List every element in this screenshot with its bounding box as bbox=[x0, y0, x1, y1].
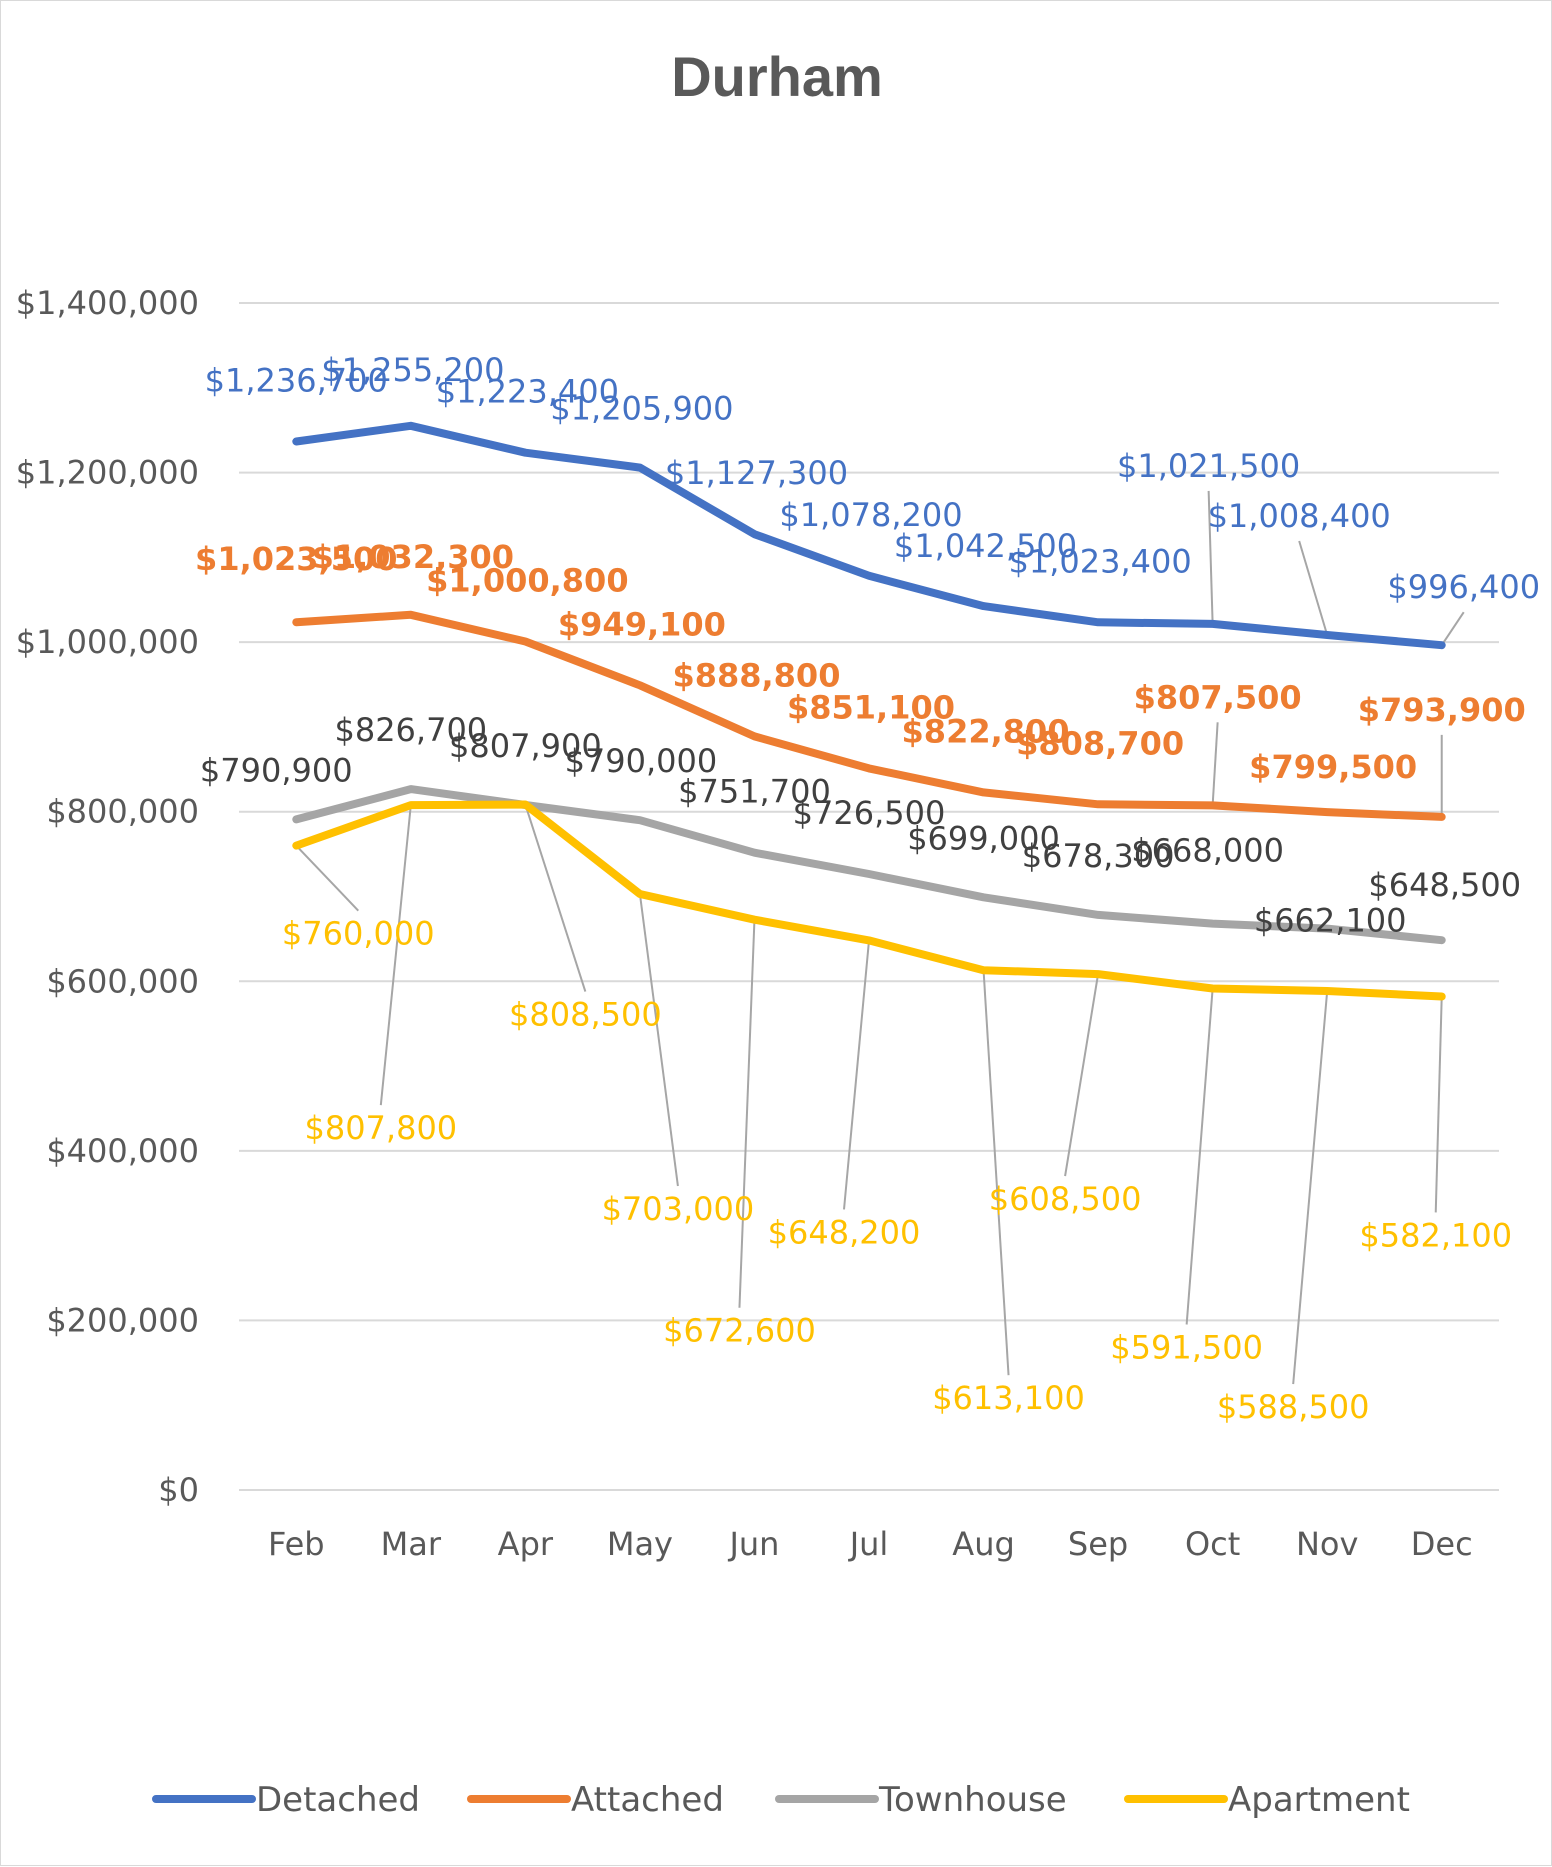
x-tick-label: Jun bbox=[727, 1525, 779, 1563]
legend-label: Detached bbox=[256, 1780, 420, 1820]
data-label: $1,008,400 bbox=[1208, 497, 1391, 535]
leader-lines bbox=[295, 490, 1465, 1385]
data-label: $1,021,500 bbox=[1117, 447, 1300, 485]
chart-title: Durham bbox=[671, 45, 883, 108]
data-label: $826,700 bbox=[334, 711, 487, 749]
data-label: $1,205,900 bbox=[550, 390, 733, 428]
leader-line bbox=[1064, 973, 1100, 1177]
x-axis: Feb Mar Apr May Jun Jul Aug Sep Oct Nov Dec bbox=[268, 1525, 1473, 1563]
data-label: $648,500 bbox=[1368, 866, 1521, 904]
leader-line bbox=[738, 919, 756, 1308]
data-label: $613,100 bbox=[932, 1379, 1085, 1417]
x-tick-label: Oct bbox=[1185, 1525, 1240, 1563]
leader-line bbox=[1298, 540, 1329, 636]
leader-line bbox=[1207, 490, 1214, 624]
legend: Detached Attached Townhouse Apartment bbox=[152, 1780, 1410, 1820]
leader-line bbox=[1434, 996, 1443, 1213]
data-label: $726,500 bbox=[793, 794, 946, 832]
data-label: $851,100 bbox=[787, 688, 955, 726]
x-tick-label: Feb bbox=[268, 1525, 325, 1563]
data-label: $790,900 bbox=[200, 751, 353, 789]
data-label: $760,000 bbox=[282, 915, 435, 953]
data-label: $1,023,500 bbox=[195, 540, 397, 578]
data-label: $808,500 bbox=[509, 996, 662, 1034]
series-line-detached bbox=[292, 421, 1446, 650]
data-label: $793,900 bbox=[1358, 691, 1526, 729]
y-axis: $0 $200,000 $400,000 $600,000 $800,000 $1,000… bbox=[16, 284, 199, 1509]
legend-label: Attached bbox=[571, 1780, 724, 1820]
data-label: $1,127,300 bbox=[665, 454, 848, 492]
data-label: $807,800 bbox=[304, 1109, 457, 1147]
data-label: $808,700 bbox=[1016, 724, 1184, 762]
data-label: $1,078,200 bbox=[779, 496, 962, 534]
data-label: $1,000,800 bbox=[426, 561, 628, 599]
legend-label: Apartment bbox=[1228, 1780, 1410, 1820]
y-tick-label: $1,400,000 bbox=[16, 284, 199, 322]
data-label: $799,500 bbox=[1249, 748, 1417, 786]
data-label: $996,400 bbox=[1387, 568, 1540, 606]
x-tick-label: Mar bbox=[381, 1525, 442, 1563]
data-label: $588,500 bbox=[1217, 1388, 1370, 1426]
x-tick-label: Aug bbox=[952, 1525, 1014, 1563]
leader-line bbox=[843, 940, 870, 1210]
data-label: $662,100 bbox=[1254, 902, 1407, 940]
y-tick-label: $0 bbox=[158, 1471, 199, 1509]
series-line-townhouse bbox=[292, 785, 1446, 945]
x-tick-label: Sep bbox=[1068, 1525, 1128, 1563]
x-tick-label: Dec bbox=[1411, 1525, 1473, 1563]
leader-line bbox=[638, 893, 679, 1187]
series-line-attached bbox=[292, 610, 1446, 821]
data-label: $751,700 bbox=[678, 773, 831, 811]
data-label: $1,042,500 bbox=[894, 527, 1077, 565]
gridlines bbox=[239, 302, 1499, 1491]
leader-line bbox=[295, 844, 359, 912]
x-tick-label: May bbox=[607, 1525, 673, 1563]
leader-line bbox=[1211, 722, 1219, 806]
data-label: $1,032,300 bbox=[312, 538, 514, 576]
x-tick-label: Jul bbox=[848, 1525, 889, 1563]
legend-label: Townhouse bbox=[878, 1780, 1067, 1820]
data-label: $888,800 bbox=[672, 656, 840, 694]
leader-line bbox=[1185, 988, 1214, 1325]
y-tick-label: $200,000 bbox=[46, 1301, 199, 1339]
data-label: $807,500 bbox=[1134, 678, 1302, 716]
data-label: $678,300 bbox=[1022, 837, 1175, 875]
data-label: $703,000 bbox=[602, 1190, 755, 1228]
series-lines bbox=[292, 421, 1446, 1001]
leader-line bbox=[524, 804, 587, 992]
x-tick-label: Apr bbox=[498, 1525, 554, 1563]
data-label: $1,236,700 bbox=[205, 361, 388, 399]
leader-line bbox=[1292, 990, 1329, 1385]
series-line-apartment bbox=[292, 800, 1446, 1001]
y-tick-label: $400,000 bbox=[46, 1132, 199, 1170]
data-label: $608,500 bbox=[989, 1180, 1142, 1218]
y-tick-label: $1,000,000 bbox=[16, 623, 199, 661]
data-label: $949,100 bbox=[558, 605, 726, 643]
data-label: $1,223,400 bbox=[436, 373, 619, 411]
data-label: $1,023,400 bbox=[1008, 542, 1191, 580]
y-tick-label: $800,000 bbox=[46, 793, 199, 831]
data-label: $699,000 bbox=[907, 819, 1060, 857]
data-label: $582,100 bbox=[1359, 1216, 1512, 1254]
data-labels: $1,236,700$1,255,200$1,223,400$1,205,900… bbox=[195, 351, 1540, 1426]
data-label: $672,600 bbox=[663, 1312, 816, 1350]
leader-line bbox=[379, 805, 412, 1106]
data-label: $591,500 bbox=[1110, 1328, 1263, 1366]
y-tick-label: $600,000 bbox=[46, 962, 199, 1000]
leader-line bbox=[1440, 611, 1465, 646]
data-label: $668,000 bbox=[1131, 832, 1284, 870]
leader-line bbox=[982, 970, 1010, 1376]
data-label: $807,900 bbox=[449, 727, 602, 765]
x-tick-label: Nov bbox=[1296, 1525, 1358, 1563]
y-tick-label: $1,200,000 bbox=[16, 454, 199, 492]
data-label: $790,000 bbox=[565, 742, 718, 780]
data-label: $648,200 bbox=[768, 1213, 921, 1251]
data-label: $822,800 bbox=[902, 712, 1070, 750]
data-label: $1,255,200 bbox=[321, 351, 504, 389]
